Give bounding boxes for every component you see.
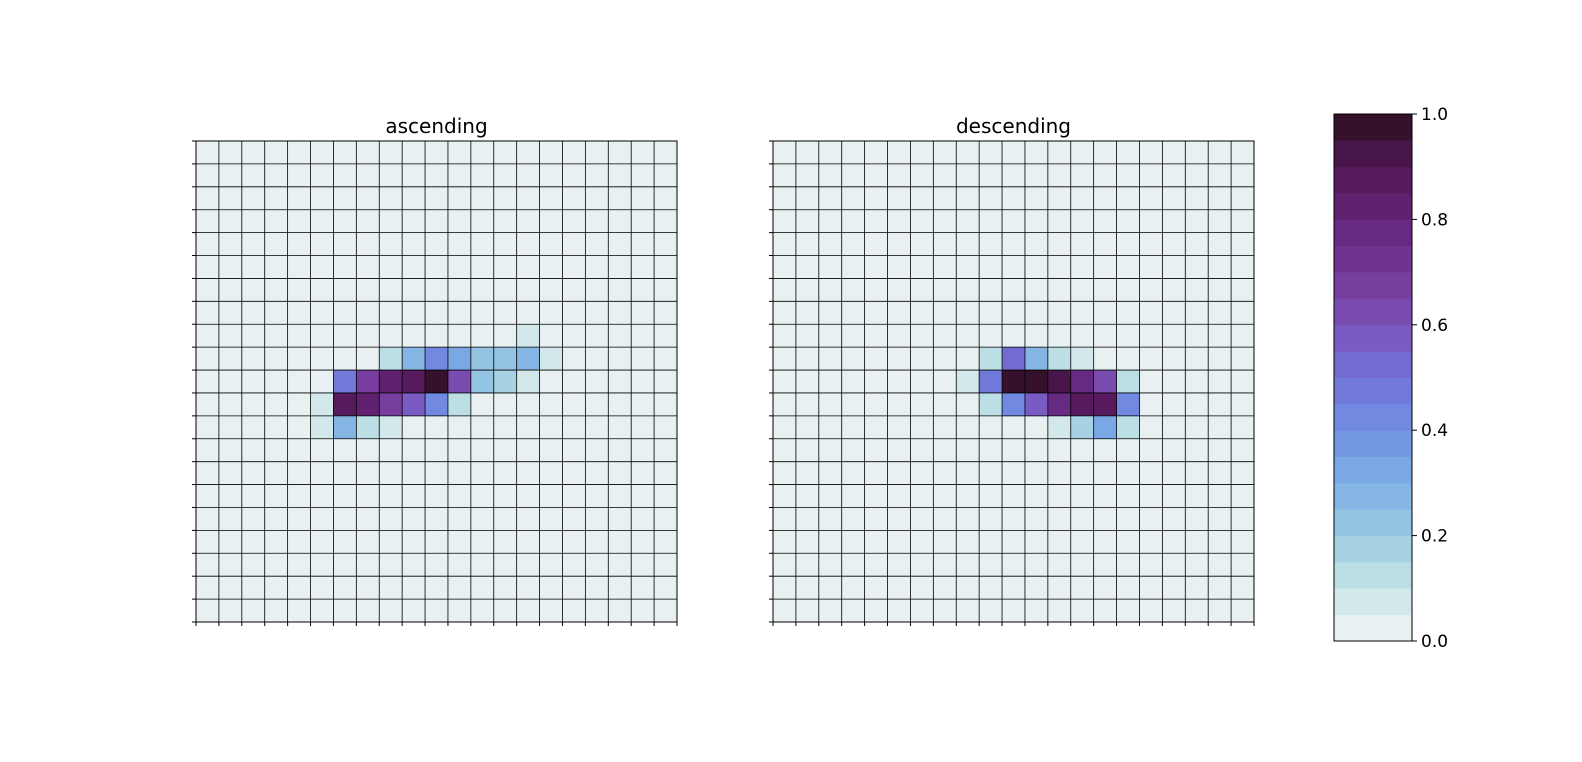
heatmap-cell xyxy=(356,392,380,417)
heatmap-descending-cells xyxy=(773,141,1254,622)
heatmap-cell xyxy=(1070,347,1094,371)
heatmap-cell xyxy=(379,415,403,440)
colorbar-band xyxy=(1334,114,1412,141)
heatmap-cell xyxy=(1047,370,1072,394)
heatmap-cell xyxy=(425,370,449,394)
colorbar-band xyxy=(1334,614,1412,642)
colorbar-bands xyxy=(1333,113,1413,642)
colorbar-band xyxy=(1334,403,1412,431)
heatmap-ascending-title: ascending xyxy=(385,114,487,138)
heatmap-cell xyxy=(310,415,334,440)
colorbar-ticks: 0.0 0.2 0.4 0.6 0.8 1.0 xyxy=(1412,105,1448,652)
heatmap-frame xyxy=(195,140,678,623)
colorbar-band xyxy=(1334,166,1412,194)
heatmap-cell xyxy=(447,392,472,417)
colorbar-tick-label: 0.4 xyxy=(1421,421,1448,441)
colorbar-tick-label: 0.0 xyxy=(1421,632,1448,652)
heatmap-cell xyxy=(956,370,980,394)
heatmap-cell xyxy=(425,347,449,371)
heatmap-cell xyxy=(1116,415,1140,440)
heatmap-descending: descending xyxy=(769,114,1255,626)
colorbar-tick-label: 0.6 xyxy=(1421,316,1448,336)
heatmap-cell xyxy=(1093,415,1117,440)
heatmap-cell xyxy=(1070,415,1094,440)
heatmap-descending-ticks xyxy=(769,140,1255,626)
heatmap-cell xyxy=(1002,370,1026,394)
colorbar-band xyxy=(1334,351,1412,378)
heatmap-cell xyxy=(1116,392,1140,417)
heatmap-ascending-gridlines xyxy=(195,140,678,623)
colorbar-band xyxy=(1334,298,1412,326)
heatmap-cell xyxy=(1093,370,1117,394)
heatmap-cell xyxy=(1024,370,1049,394)
colorbar-band xyxy=(1334,509,1412,536)
colorbar-tick-label: 0.8 xyxy=(1421,210,1448,230)
heatmap-cell xyxy=(1024,347,1049,371)
heatmap-cell xyxy=(1116,370,1140,394)
heatmap-cell xyxy=(402,392,426,417)
heatmap-cell xyxy=(310,392,334,417)
heatmap-cell xyxy=(470,347,495,371)
heatmap-frame xyxy=(772,140,1255,623)
heatmap-cell xyxy=(539,347,563,371)
colorbar-band xyxy=(1334,140,1412,168)
heatmap-ascending: ascending xyxy=(192,114,678,626)
colorbar-band xyxy=(1334,193,1412,220)
colorbar-tick-label: 1.0 xyxy=(1421,105,1448,125)
heatmap-cell xyxy=(493,347,517,371)
heatmap-cell xyxy=(493,370,517,394)
heatmap-cell xyxy=(425,392,449,417)
heatmap-descending-title: descending xyxy=(956,114,1071,138)
colorbar-band xyxy=(1334,456,1412,484)
heatmap-ascending-ticks xyxy=(192,140,678,626)
heatmap-cell xyxy=(1002,347,1026,371)
heatmap-cell xyxy=(356,370,380,394)
colorbar-band xyxy=(1334,482,1412,510)
heatmap-descending-gridlines xyxy=(772,140,1255,623)
colorbar-band xyxy=(1334,324,1412,352)
heatmap-cell xyxy=(1024,392,1049,417)
heatmap-cell xyxy=(1047,415,1072,440)
heatmap-cell xyxy=(1070,392,1094,417)
heatmap-cell xyxy=(1047,392,1072,417)
heatmap-cell xyxy=(447,347,472,371)
colorbar-tick-label: 0.2 xyxy=(1421,527,1448,547)
heatmap-cell xyxy=(1070,370,1094,394)
colorbar-band xyxy=(1334,535,1412,563)
heatmap-cell xyxy=(470,370,495,394)
heatmap-cell xyxy=(379,392,403,417)
colorbar-band xyxy=(1334,219,1412,247)
colorbar-frame xyxy=(1333,113,1413,642)
colorbar-band xyxy=(1334,561,1412,589)
heatmap-cell xyxy=(516,324,540,348)
heatmap-cell xyxy=(379,370,403,394)
colorbar: 0.0 0.2 0.4 0.6 0.8 1.0 xyxy=(1333,105,1448,652)
heatmap-cell xyxy=(333,415,357,440)
heatmap-cell xyxy=(516,347,540,371)
heatmap-cell xyxy=(402,370,426,394)
heatmap-cell xyxy=(1002,392,1026,417)
colorbar-band xyxy=(1334,588,1412,616)
heatmap-cell xyxy=(516,370,540,394)
colorbar-band xyxy=(1334,245,1412,273)
colorbar-band xyxy=(1334,272,1412,299)
heatmap-cell xyxy=(333,370,357,394)
colorbar-band xyxy=(1334,377,1412,405)
heatmap-cell xyxy=(356,415,380,440)
heatmap-cell xyxy=(979,392,1003,417)
heatmap-cell xyxy=(979,370,1003,394)
colorbar-band xyxy=(1334,430,1412,457)
heatmap-ascending-cells xyxy=(196,141,677,622)
heatmap-cell xyxy=(333,392,357,417)
heatmap-cell xyxy=(402,347,426,371)
heatmap-cell xyxy=(379,347,403,371)
heatmap-cell xyxy=(1047,347,1072,371)
heatmap-cell xyxy=(979,347,1003,371)
heatmap-cell xyxy=(447,370,472,394)
heatmap-cell xyxy=(1093,392,1117,417)
